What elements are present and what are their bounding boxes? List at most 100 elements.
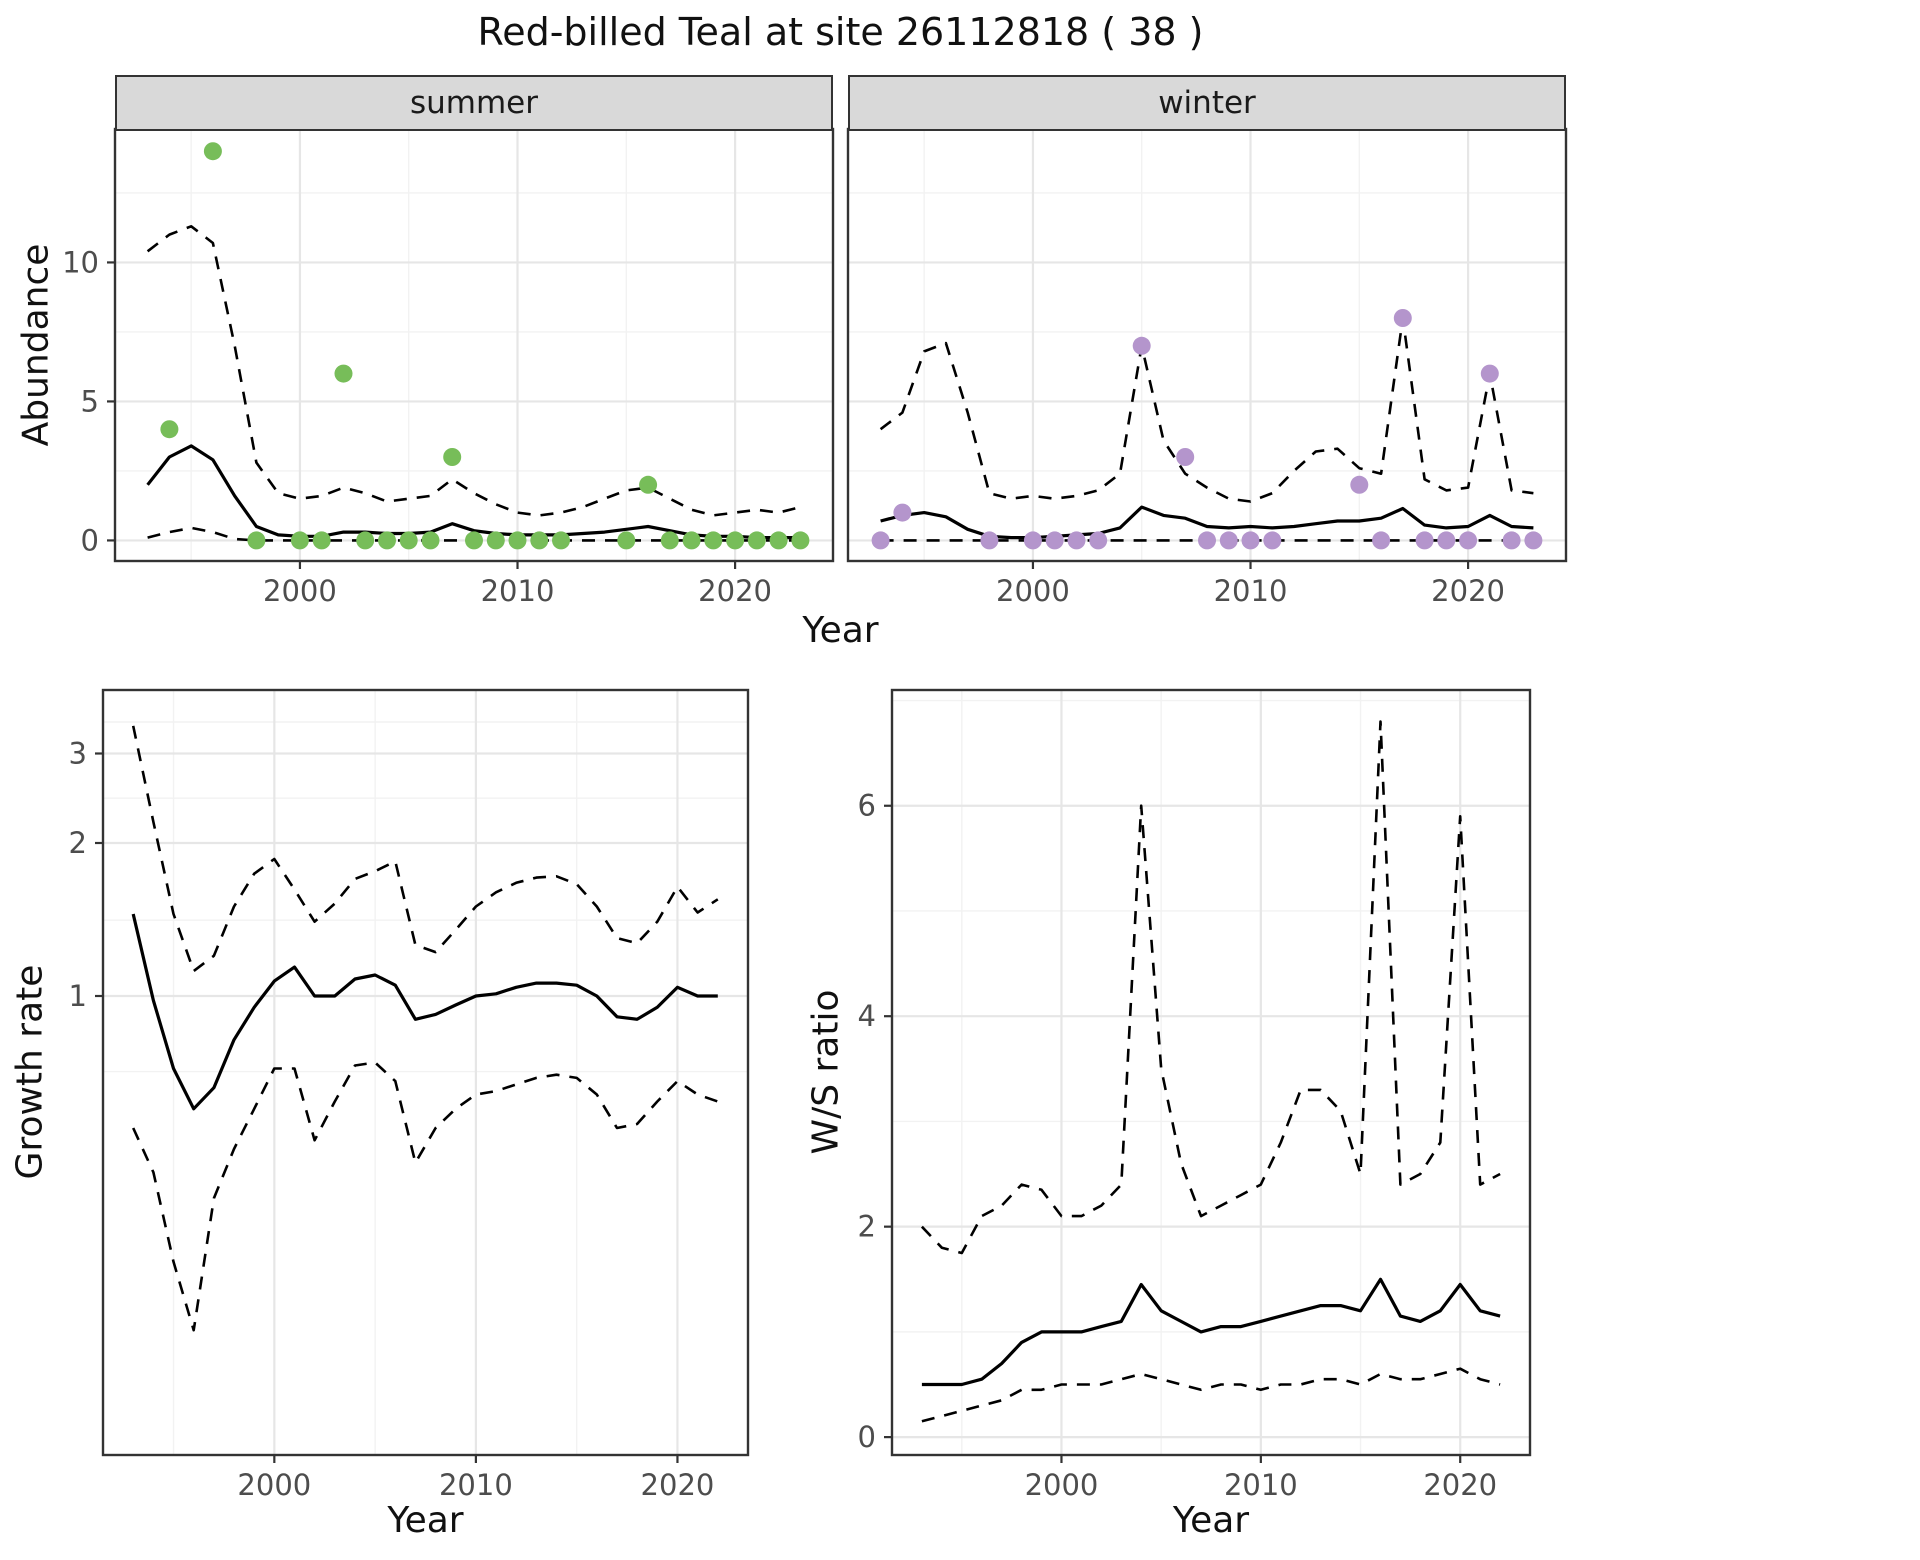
observed-point — [1219, 531, 1238, 550]
ws-year-axis-title: Year — [1172, 1500, 1250, 1541]
ws-ratio-axis-title: W/S ratio — [805, 989, 847, 1155]
x-tick-label: 2000 — [1025, 1468, 1099, 1502]
y-tick-label: 3 — [69, 737, 87, 771]
abundance-summer-observed-counts — [160, 142, 810, 550]
facet-strip-winter-label: winter — [1158, 85, 1256, 121]
x-tick-label: 2000 — [996, 574, 1070, 608]
growth-rate-panel-border — [101, 688, 750, 1457]
observed-point — [1393, 309, 1412, 327]
x-tick-label: 2010 — [481, 574, 555, 608]
observed-point — [465, 531, 483, 550]
x-tick-label: 2020 — [641, 1468, 715, 1502]
y-tick-label: 0 — [81, 523, 99, 557]
observed-point — [1045, 531, 1064, 550]
observed-point — [639, 475, 658, 494]
observed-point — [1023, 531, 1042, 550]
y-tick-label: 2 — [69, 826, 87, 860]
observed-point — [1459, 531, 1478, 550]
y-tick-label: 2 — [858, 1210, 876, 1244]
x-tick-label: 2020 — [698, 574, 772, 608]
growth-rate-axis-title: Growth rate — [9, 964, 51, 1180]
ws-ratio-panel: 2000 2010 2020 0 2 4 6 — [858, 688, 1532, 1502]
observed-point — [617, 531, 636, 550]
observed-point — [399, 531, 418, 550]
observed-point — [1524, 531, 1543, 550]
abundance-summer-upper-credible-line — [146, 225, 801, 517]
observed-point — [726, 531, 745, 550]
observed-point — [1089, 531, 1108, 550]
facet-strip-winter: winter — [848, 75, 1566, 131]
observed-point — [704, 531, 723, 550]
facet-strip-summer-label: summer — [409, 85, 538, 121]
growth-rate-fitted-median-line — [131, 913, 718, 1111]
observed-point — [769, 531, 788, 550]
growth-rate-lower-credible-line — [132, 1061, 719, 1332]
observed-point — [1372, 531, 1391, 550]
facet-strip-summer: summer — [115, 75, 833, 131]
growth-rate-panel-background — [103, 690, 748, 1455]
x-tick-label: 2000 — [237, 1468, 311, 1502]
growth-rate-panel: 2000 2010 2020 1 2 3 — [69, 688, 750, 1502]
observed-point — [508, 531, 527, 550]
x-tick-label: 2000 — [263, 574, 337, 608]
x-tick-label: 2020 — [1431, 574, 1505, 608]
observed-point — [1198, 531, 1216, 550]
observed-point — [421, 531, 440, 550]
growth-year-axis-title: Year — [387, 1500, 464, 1541]
observed-point — [247, 531, 266, 550]
observed-point — [1176, 448, 1195, 466]
observed-point — [486, 531, 505, 550]
y-tick-label: 1 — [69, 979, 87, 1013]
observed-point — [1502, 531, 1521, 550]
ws-ratio-panel-border — [890, 688, 1532, 1457]
observed-point — [356, 531, 375, 550]
x-tick-label: 2010 — [1214, 574, 1288, 608]
ws-ratio-upper-credible-line — [920, 720, 1501, 1255]
y-tick-label: 6 — [858, 789, 876, 823]
observed-point — [1480, 364, 1499, 383]
figure-title: Red-billed Teal at site 26112818 ( 38 ) — [477, 10, 1204, 54]
observed-point — [1241, 531, 1260, 550]
observed-point — [530, 531, 549, 550]
observed-point — [334, 364, 353, 383]
growth-rate-upper-credible-line — [131, 725, 719, 973]
observed-point — [791, 531, 810, 550]
y-tick-label: 10 — [62, 245, 99, 279]
observed-point — [1350, 475, 1369, 494]
ws-ratio-panel-background — [892, 690, 1530, 1455]
observed-point — [893, 503, 912, 522]
ws-ratio-fitted-median-line — [921, 1277, 1501, 1387]
abundance-winter-panel: 2000 2010 2020 — [846, 127, 1568, 608]
y-tick-label: 5 — [81, 384, 99, 418]
abundance-winter-upper-credible-line — [879, 316, 1534, 503]
observed-point — [980, 531, 999, 550]
observed-point — [1263, 531, 1282, 550]
abundance-axis-title: Abundance — [15, 243, 57, 447]
abundance-summer-panel: 2000 2010 2020 0 5 10 — [62, 127, 835, 608]
x-tick-label: 2010 — [439, 1468, 513, 1502]
observed-point — [290, 531, 309, 550]
observed-point — [160, 420, 179, 439]
observed-point — [660, 531, 679, 550]
abundance-summer-panel-background — [115, 129, 833, 561]
abundance-winter-panel-background — [848, 129, 1566, 561]
observed-point — [203, 142, 222, 161]
observed-point — [1437, 531, 1456, 550]
y-tick-label: 4 — [858, 999, 876, 1033]
observed-point — [443, 448, 462, 466]
observed-point — [747, 531, 766, 550]
observed-point — [1132, 336, 1151, 355]
abundance-winter-observed-counts — [871, 309, 1543, 550]
x-tick-label: 2020 — [1423, 1468, 1497, 1502]
observed-point — [682, 531, 701, 550]
observed-point — [1415, 531, 1434, 550]
observed-point — [552, 531, 570, 550]
observed-point — [871, 531, 890, 550]
observed-point — [1067, 531, 1086, 550]
top-year-axis-title: Year — [802, 610, 879, 651]
y-tick-label: 0 — [858, 1420, 876, 1454]
observed-point — [378, 531, 396, 550]
ws-ratio-lower-credible-line — [921, 1367, 1501, 1423]
